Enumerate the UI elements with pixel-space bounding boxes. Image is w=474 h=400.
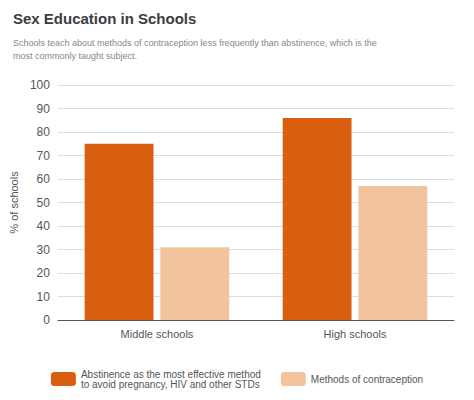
svg-text:80: 80 (37, 125, 51, 139)
svg-text:Middle schools: Middle schools (121, 328, 194, 340)
svg-text:Sex Education in Schools: Sex Education in Schools (13, 10, 196, 27)
svg-text:10: 10 (37, 290, 51, 304)
svg-text:60: 60 (37, 172, 51, 186)
svg-text:High schools: High schools (323, 328, 386, 340)
svg-text:% of schools: % of schools (8, 171, 20, 234)
svg-text:100: 100 (30, 78, 50, 92)
svg-text:30: 30 (37, 243, 51, 257)
svg-text:20: 20 (37, 266, 51, 280)
svg-text:Methods of contraception: Methods of contraception (311, 374, 423, 385)
svg-text:most commonly taught subject.: most commonly taught subject. (13, 51, 137, 61)
svg-text:Schools teach about methods of: Schools teach about methods of contracep… (13, 38, 377, 48)
svg-text:90: 90 (37, 102, 51, 116)
svg-text:0: 0 (43, 313, 50, 327)
svg-text:Abstinence as the most effecti: Abstinence as the most effective method (80, 368, 261, 380)
svg-text:40: 40 (37, 219, 51, 233)
svg-text:50: 50 (37, 196, 51, 210)
svg-text:to avoid pregnancy, HIV and ot: to avoid pregnancy, HIV and other STDs (81, 379, 260, 390)
svg-text:70: 70 (37, 149, 51, 163)
